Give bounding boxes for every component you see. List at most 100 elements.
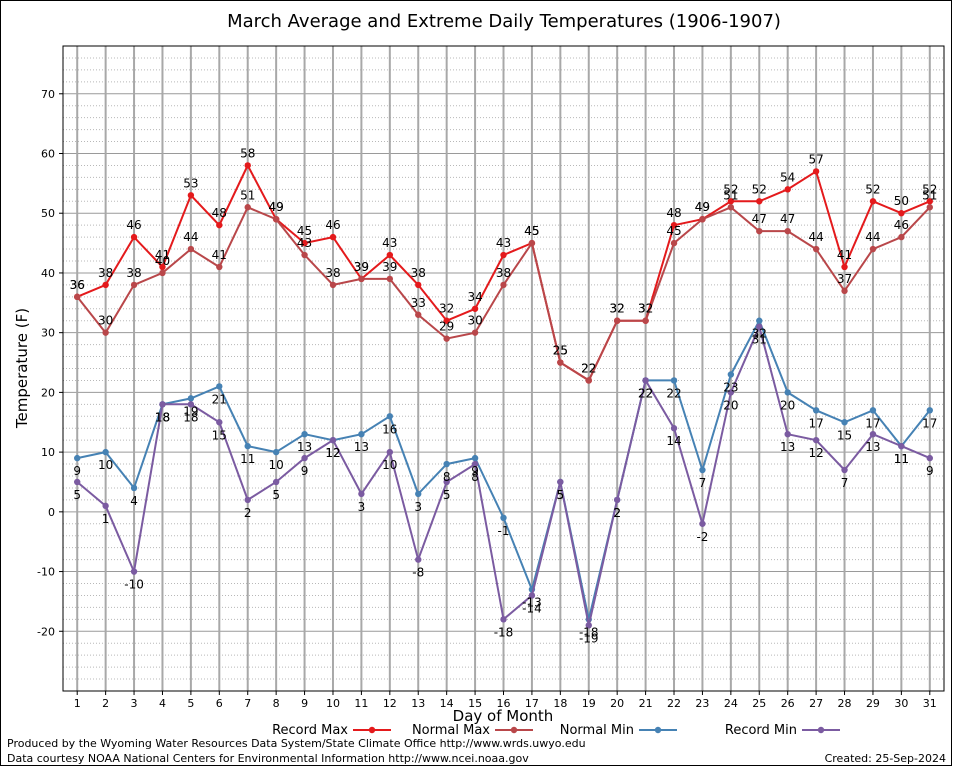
data-point-normal-min <box>301 430 308 438</box>
data-label-normal-min: 11 <box>894 452 909 466</box>
data-label-record-max: 32 <box>610 302 625 316</box>
grid <box>63 45 944 692</box>
data-point-normal-min <box>756 317 763 324</box>
data-point-record-min <box>670 425 678 432</box>
data-point-record-max <box>784 186 791 193</box>
series-group <box>74 162 933 629</box>
legend-marker <box>510 726 518 734</box>
data-label-record-min: 5 <box>73 488 81 502</box>
data-label-record-min: 8 <box>471 470 479 484</box>
y-tick-label: 10 <box>41 446 55 459</box>
data-label-normal-min: 18 <box>155 410 170 424</box>
data-point-normal-max <box>130 281 138 289</box>
data-label-normal-min: 15 <box>837 428 852 442</box>
data-label-record-max: 43 <box>496 236 511 250</box>
data-label-normal-min: 4 <box>130 494 138 508</box>
data-label-record-min: 22 <box>638 386 653 400</box>
data-label-record-max: 36 <box>70 278 85 292</box>
data-point-normal-max <box>74 293 81 301</box>
data-point-normal-max <box>358 275 365 283</box>
data-point-normal-max <box>784 227 791 235</box>
data-point-record-max <box>443 317 450 324</box>
data-point-normal-max <box>869 245 877 253</box>
data-point-record-min <box>500 616 507 623</box>
data-label-record-max: 50 <box>894 194 909 208</box>
x-tick-label: 26 <box>781 697 795 710</box>
data-label-normal-max: 44 <box>808 230 823 244</box>
data-point-record-max <box>329 233 337 241</box>
data-label-normal-max: 45 <box>666 224 681 238</box>
data-label-normal-max: 51 <box>240 188 255 202</box>
data-point-normal-max <box>670 239 678 247</box>
legend-item-normal-min: Normal Min <box>560 723 677 738</box>
y-tick-label: 50 <box>41 207 55 220</box>
data-label-normal-max: 30 <box>98 314 113 328</box>
data-point-record-max <box>244 162 251 169</box>
data-point-normal-max <box>301 251 308 259</box>
data-label-normal-max: 39 <box>354 260 369 274</box>
legend-marker <box>817 726 825 734</box>
x-tick-label: 27 <box>809 697 823 710</box>
data-label-normal-min: 20 <box>780 398 795 412</box>
data-point-record-min <box>159 401 166 408</box>
data-label-record-max: 25 <box>553 344 568 358</box>
data-label-record-max: 43 <box>382 236 397 250</box>
x-tick-label: 9 <box>301 697 308 710</box>
x-axis-label: Day of Month <box>453 707 554 725</box>
data-point-record-max <box>216 221 223 229</box>
data-label-record-max: 46 <box>325 218 340 232</box>
data-label-record-min: 31 <box>752 333 767 347</box>
data-point-normal-max <box>443 335 450 342</box>
legend-marker <box>654 726 662 734</box>
data-label-record-min: 11 <box>894 452 909 466</box>
data-point-record-min <box>841 466 848 474</box>
data-point-record-min <box>187 401 195 408</box>
data-label-normal-max: 25 <box>553 344 568 358</box>
data-label-normal-min: 9 <box>73 464 81 478</box>
data-label-normal-max: 47 <box>752 212 767 226</box>
data-label-record-max: 52 <box>865 182 880 196</box>
data-label-normal-min: 17 <box>808 416 823 430</box>
data-label-normal-max: 51 <box>723 188 738 202</box>
data-label-normal-max: 43 <box>297 236 312 250</box>
y-tick-label: -10 <box>37 566 55 579</box>
data-label-record-min: 10 <box>382 458 397 472</box>
data-point-normal-max <box>841 287 848 295</box>
data-point-record-min <box>415 556 422 563</box>
data-label-record-max: 38 <box>411 266 426 280</box>
data-label-normal-max: 33 <box>411 296 426 310</box>
data-label-record-max: 52 <box>752 182 767 196</box>
data-label-normal-max: 38 <box>325 266 340 280</box>
data-point-normal-min <box>216 383 223 390</box>
data-label-record-max: 58 <box>240 146 255 160</box>
y-tick-label: 60 <box>41 148 55 161</box>
data-label-normal-max: 32 <box>610 302 625 316</box>
data-point-record-min <box>386 448 394 456</box>
data-label-normal-max: 44 <box>865 230 880 244</box>
data-label-normal-min: -1 <box>498 524 510 538</box>
data-label-record-max: 49 <box>269 200 284 214</box>
data-label-normal-min: 5 <box>557 488 565 502</box>
data-point-record-min <box>74 478 81 486</box>
data-label-normal-min: 8 <box>443 470 451 484</box>
data-point-normal-max <box>727 204 735 211</box>
data-label-record-max: 32 <box>439 302 454 316</box>
data-label-record-max: 54 <box>780 170 795 184</box>
data-point-normal-min <box>272 448 280 456</box>
data-point-normal-max <box>642 317 649 324</box>
credit-line-2: Data courtesy NOAA National Centers for … <box>7 752 529 765</box>
data-label-normal-max: 38 <box>126 266 141 280</box>
legend-item-record-min: Record Min <box>725 723 840 738</box>
data-label-normal-min: 21 <box>212 392 227 406</box>
data-label-record-max: 45 <box>524 224 539 238</box>
data-point-record-max <box>130 233 138 241</box>
data-point-record-min <box>812 436 820 444</box>
legend-label: Record Max <box>272 723 348 738</box>
data-point-normal-min <box>784 389 791 396</box>
data-label-normal-max: 46 <box>894 218 909 232</box>
data-label-record-max: 32 <box>638 302 653 316</box>
x-tick-label: 5 <box>187 697 194 710</box>
data-label-record-min: -10 <box>124 578 144 592</box>
y-tick-label: 40 <box>41 267 55 280</box>
data-point-record-max <box>301 239 308 247</box>
